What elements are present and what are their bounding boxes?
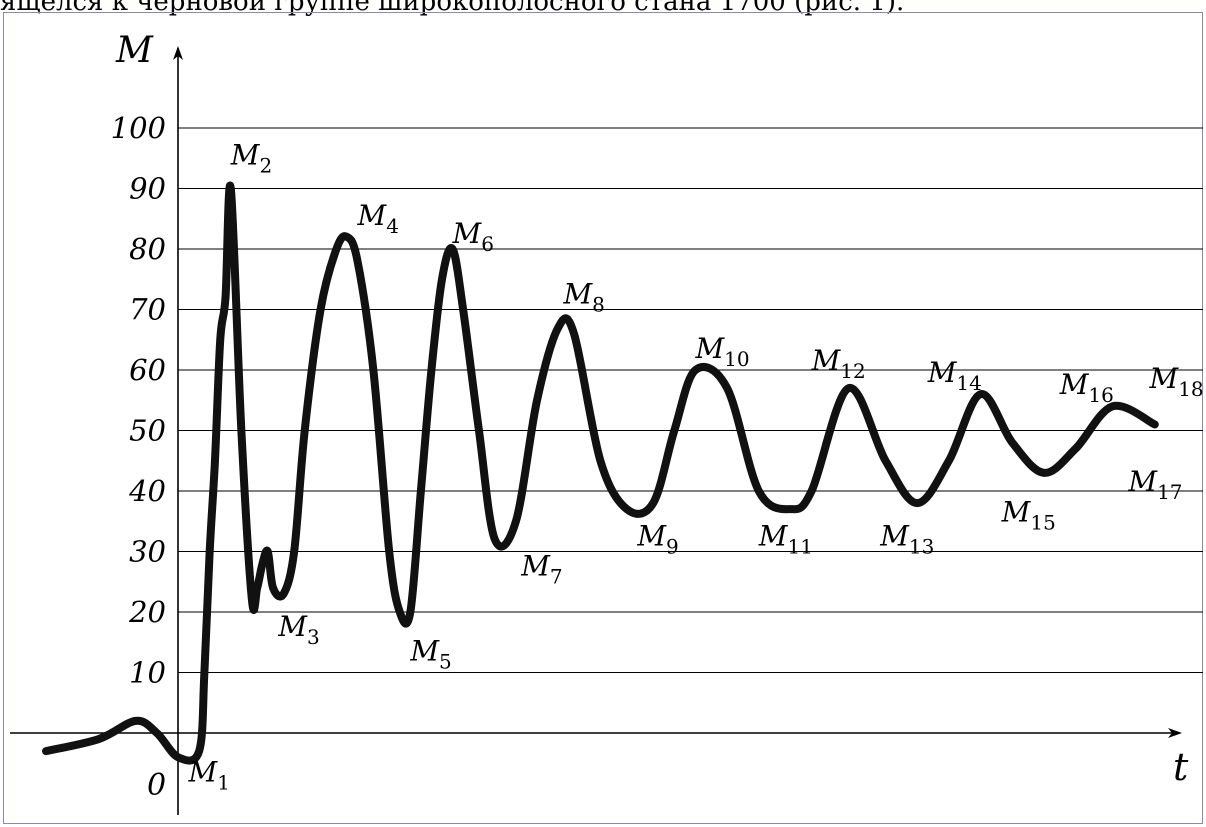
y-tick-label: 80 <box>129 232 166 266</box>
annotation-m4: M4 <box>357 199 399 238</box>
annotation-m8: M8 <box>562 277 604 316</box>
y-tick-labels: 10 20 30 40 50 60 70 80 90 100 <box>111 111 166 690</box>
annotation-m6: M6 <box>452 217 494 256</box>
y-tick-label: 50 <box>129 414 166 448</box>
annotation-m14: M14 <box>927 356 982 395</box>
annotation-m13: M13 <box>879 519 934 558</box>
y-tick-label: 20 <box>128 595 166 629</box>
annotation-m12: M12 <box>811 344 866 383</box>
y-tick-label: 90 <box>129 172 166 206</box>
annotation-m11: M11 <box>758 519 813 558</box>
figure-frame <box>3 12 1203 824</box>
annotation-m7: M7 <box>520 550 562 589</box>
grid-lines <box>178 127 1203 673</box>
annotation-m9: M9 <box>636 519 678 558</box>
origin-label: 0 <box>147 768 166 803</box>
y-axis-label: M <box>115 30 154 71</box>
annotation-m17: M17 <box>1127 465 1182 504</box>
y-tick-label: 30 <box>129 535 166 569</box>
peak-labels: M1M2M3M4M5M6M7M8M9M10M11M12M13M14M15M16M… <box>188 138 1204 794</box>
annotation-m15: M15 <box>1001 495 1056 534</box>
annotation-m18: M18 <box>1149 362 1204 401</box>
annotation-m5: M5 <box>409 634 451 673</box>
annotation-m2: M2 <box>230 138 272 177</box>
y-tick-label: 10 <box>129 656 166 690</box>
y-tick-label: 100 <box>111 111 166 145</box>
series-group <box>42 181 1159 765</box>
series-line <box>42 181 1159 765</box>
y-tick-label: 60 <box>129 353 166 387</box>
y-tick-label: 70 <box>129 293 166 327</box>
x-axis-label: t <box>1173 745 1189 789</box>
annotation-m1: M1 <box>188 755 230 794</box>
annotation-m16: M16 <box>1059 368 1114 407</box>
annotation-m3: M3 <box>277 610 319 649</box>
y-tick-label: 40 <box>128 474 166 508</box>
